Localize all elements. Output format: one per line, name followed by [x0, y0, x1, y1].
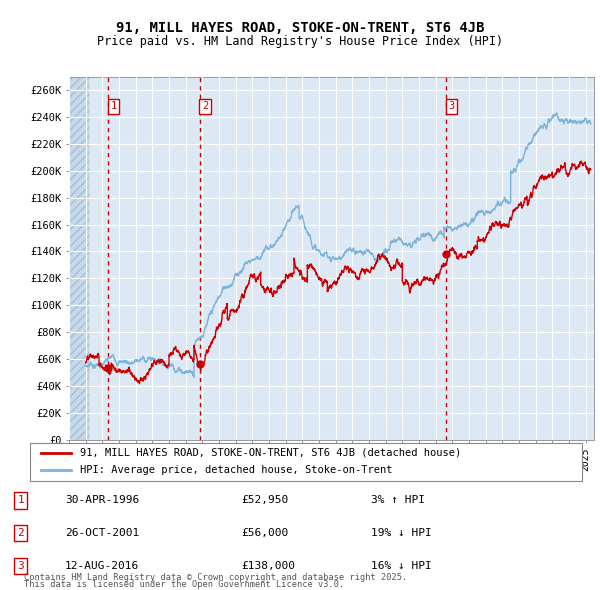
Text: 2: 2	[17, 528, 24, 538]
Text: 2: 2	[202, 101, 208, 112]
Text: This data is licensed under the Open Government Licence v3.0.: This data is licensed under the Open Gov…	[24, 581, 344, 589]
Text: 3: 3	[17, 561, 24, 571]
Text: £138,000: £138,000	[241, 561, 295, 571]
Text: 16% ↓ HPI: 16% ↓ HPI	[371, 561, 431, 571]
Text: Contains HM Land Registry data © Crown copyright and database right 2025.: Contains HM Land Registry data © Crown c…	[24, 573, 407, 582]
Bar	[69, 77, 89, 440]
Text: 3% ↑ HPI: 3% ↑ HPI	[371, 496, 425, 506]
Text: 30-APR-1996: 30-APR-1996	[65, 496, 139, 506]
Text: £56,000: £56,000	[241, 528, 289, 538]
Text: HPI: Average price, detached house, Stoke-on-Trent: HPI: Average price, detached house, Stok…	[80, 466, 392, 476]
Text: £52,950: £52,950	[241, 496, 289, 506]
Text: Price paid vs. HM Land Registry's House Price Index (HPI): Price paid vs. HM Land Registry's House …	[97, 35, 503, 48]
Text: 91, MILL HAYES ROAD, STOKE-ON-TRENT, ST6 4JB (detached house): 91, MILL HAYES ROAD, STOKE-ON-TRENT, ST6…	[80, 448, 461, 458]
Text: 12-AUG-2016: 12-AUG-2016	[65, 561, 139, 571]
Text: 19% ↓ HPI: 19% ↓ HPI	[371, 528, 431, 538]
Text: 1: 1	[17, 496, 24, 506]
Text: 26-OCT-2001: 26-OCT-2001	[65, 528, 139, 538]
Text: 3: 3	[449, 101, 455, 112]
Text: 1: 1	[110, 101, 116, 112]
Text: 91, MILL HAYES ROAD, STOKE-ON-TRENT, ST6 4JB: 91, MILL HAYES ROAD, STOKE-ON-TRENT, ST6…	[116, 21, 484, 35]
